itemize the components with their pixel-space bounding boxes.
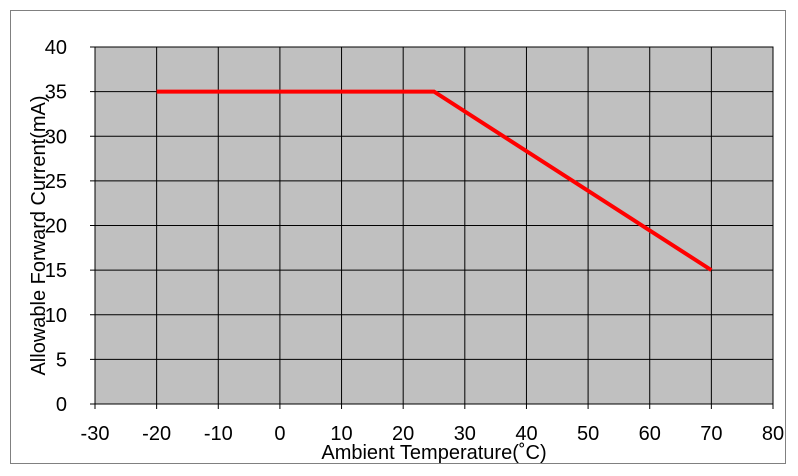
y-tick-label: 5 <box>56 349 67 371</box>
x-axis-title: Ambient Temperature(˚C) <box>321 442 546 464</box>
y-axis-title: Allowable Forward Current(mA) <box>28 95 50 375</box>
series-line <box>156 89 713 272</box>
y-tick-label: 35 <box>45 82 67 104</box>
x-tick-label: 60 <box>639 423 661 445</box>
x-tick-label: 70 <box>700 423 722 445</box>
x-axis-ticks: -30 -20 -10 0 10 20 30 40 50 60 70 80 <box>81 404 784 445</box>
y-tick-label: 15 <box>45 260 67 282</box>
y-tick-label: 0 <box>56 394 67 416</box>
y-axis-ticks: 0 5 10 15 20 25 30 35 40 <box>45 37 95 416</box>
x-tick-label: 50 <box>577 423 599 445</box>
x-tick-label: 40 <box>515 423 537 445</box>
y-tick-label: 10 <box>45 305 67 327</box>
y-tick-label: 30 <box>45 126 67 148</box>
y-tick-label: 40 <box>45 37 67 59</box>
x-tick-label: 10 <box>330 423 352 445</box>
y-tick-label: 20 <box>45 216 67 238</box>
x-tick-label: -10 <box>204 423 233 445</box>
x-tick-label: 30 <box>454 423 476 445</box>
x-tick-label: -20 <box>142 423 171 445</box>
x-tick-label: 20 <box>392 423 414 445</box>
y-tick-label: 25 <box>45 171 67 193</box>
x-tick-label: -30 <box>81 423 110 445</box>
series-layer <box>156 89 713 272</box>
x-tick-label: 80 <box>762 423 784 445</box>
grid-lines <box>94 46 774 405</box>
x-tick-label: 0 <box>274 423 285 445</box>
